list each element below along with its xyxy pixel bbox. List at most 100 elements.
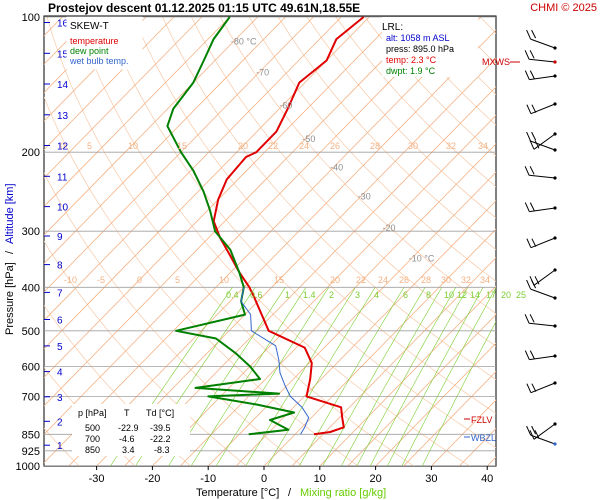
wind-barb: [526, 236, 557, 249]
mixing-ratio-label: 17: [486, 290, 496, 300]
wind-barb: [524, 350, 557, 361]
legend-wetbulb: wet bulb temp.: [69, 56, 129, 66]
x-tick-label: 10: [314, 473, 326, 485]
legend: SKEW-T temperature dew point wet bulb te…: [66, 16, 143, 70]
table-header-p: p [hPa]: [78, 408, 107, 418]
x-axis-label-2: Mixing ratio [g/kg]: [300, 487, 386, 499]
altitude-tick-label: 12: [57, 142, 69, 153]
table-header-td: Td [°C]: [146, 408, 174, 418]
altitude-tick-label: 16: [57, 19, 69, 30]
legend-title: SKEW-T: [70, 21, 109, 32]
isotherm: [68, 29, 496, 466]
copyright: CHMI © 2025: [530, 2, 597, 14]
legend-dewpoint: dew point: [70, 46, 109, 56]
isotherm-label-200: 28: [370, 141, 380, 151]
isotherm-label-400: 20: [330, 275, 340, 285]
isotherm: [44, 16, 119, 94]
isotherm-label-200: 32: [446, 141, 456, 151]
wind-barb: [524, 202, 557, 213]
isotherm: [44, 16, 147, 122]
mixing-ratio-label: 0.4: [226, 290, 239, 300]
isotherm: [291, 257, 496, 466]
mixing-ratio-label: 2: [329, 290, 334, 300]
pressure-tick-label: 500: [22, 326, 40, 338]
level-markers: MXWS FZLV WBZL: [464, 57, 520, 443]
isotherm: [44, 16, 342, 321]
wind-barb: [529, 132, 557, 150]
wind-barb: [529, 268, 557, 286]
altitude-tick-label: 7: [57, 288, 63, 299]
isotherm-label-200: 34: [478, 141, 488, 151]
pressure-tick-label: 850: [22, 429, 40, 441]
isotherm-label-400: 15: [274, 275, 284, 285]
mixing-ratio-label: 6: [403, 290, 408, 300]
altitude-tick-label: 15: [57, 49, 69, 60]
y-axis-separator: /: [4, 250, 16, 254]
isotherm: [44, 16, 230, 208]
isotherm-label-200: 15: [177, 141, 187, 151]
lrl-press: press: 895.0 hPa: [386, 44, 454, 54]
isotherm-label-200: 10: [128, 141, 138, 151]
table-cell: -22.2: [150, 434, 171, 444]
pressure-tick-label: 100: [22, 12, 40, 24]
dry-adiabat: [306, 16, 496, 219]
wind-barb: [529, 422, 557, 440]
wind-barb: [526, 381, 557, 394]
isotherm: [44, 16, 482, 464]
altitude-tick-label: 5: [57, 342, 63, 353]
isotherm-label: -20: [383, 223, 396, 233]
isotherm: [375, 342, 496, 466]
isotherm: [403, 371, 496, 466]
isotherm-label-200: 22: [268, 141, 278, 151]
fzlv-label: FZLV: [471, 415, 492, 425]
altitude-tick-label: 9: [57, 232, 63, 243]
isotherm-label-400: 24: [378, 275, 388, 285]
x-tick-label: -30: [89, 473, 105, 485]
dry-adiabat: [248, 16, 496, 282]
dry-adiabat: [480, 16, 496, 34]
mxws-label: MXWS: [482, 57, 510, 67]
x-axis-label: Temperature [°C]: [196, 487, 279, 499]
mixing-ratio-label: 14: [470, 290, 480, 300]
isotherm: [486, 456, 496, 466]
pressure-tick-label: 1000: [16, 461, 40, 473]
isotherm: [207, 171, 496, 466]
x-tick-label: -10: [200, 473, 216, 485]
wbzl-label: WBZL: [471, 433, 496, 443]
lrl-box: LRL: alt: 1058 m ASL press: 895.0 hPa te…: [382, 17, 478, 77]
isotherm-label: -10 °C: [409, 253, 435, 263]
altitude-tick-label: 10: [57, 203, 69, 214]
table-cell: 700: [85, 434, 100, 444]
isotherm: [44, 16, 175, 151]
x-axis-separator: /: [288, 487, 292, 499]
table-cell: -39.5: [150, 423, 171, 433]
table-cell: -4.6: [119, 434, 135, 444]
pressure-tick-label: 300: [22, 226, 40, 238]
isotherm-label-400: 10: [219, 275, 229, 285]
isotherm: [44, 16, 203, 179]
dry-adiabat: [191, 16, 496, 347]
isotherm: [44, 16, 258, 236]
isotherm-label-200: 5: [87, 141, 92, 151]
table-cell: 3.4: [122, 445, 135, 455]
altitude-tick-label: 6: [57, 316, 63, 327]
isotherm-label: -40: [330, 163, 343, 173]
isotherm-label-400: 26: [399, 275, 409, 285]
isotherm-label-200: 24: [299, 141, 309, 151]
x-axis-title: Temperature [°C] / Mixing ratio [g/kg]: [196, 487, 386, 499]
level-table: p [hPa] T Td [°C] 500 -22.9 -39.5 700 -4…: [72, 404, 190, 456]
x-tick-label: -20: [144, 473, 160, 485]
lrl-alt: alt: 1058 m ASL: [386, 33, 450, 43]
altitude-tick-label: 11: [57, 172, 68, 183]
wind-barb: [524, 166, 557, 180]
isotherm: [124, 86, 496, 466]
isotherm: [319, 285, 496, 466]
chart-title: Prostejov descent 01.12.2025 01:15 UTC 4…: [48, 1, 360, 15]
mixing-ratio-label: 1.4: [303, 290, 316, 300]
isotherm-label: -70: [256, 68, 269, 78]
altitude-tick-label: 14: [57, 80, 69, 91]
x-tick-label: 20: [369, 473, 381, 485]
altitude-tick-label: 3: [57, 393, 63, 404]
isotherm-label: -60: [279, 101, 292, 111]
lrl-temp: temp: 2.3 °C: [386, 55, 437, 65]
